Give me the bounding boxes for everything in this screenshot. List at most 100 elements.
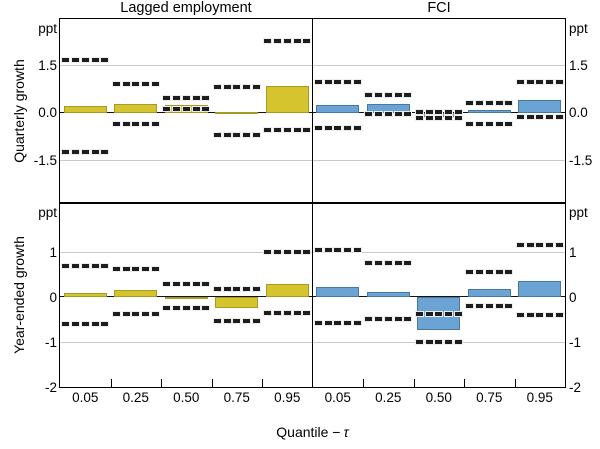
dash-segment [243, 85, 250, 90]
dash-segment [182, 282, 190, 287]
dash-segment [495, 121, 503, 126]
bar-q0.75 [467, 289, 511, 298]
dash-segment [425, 115, 433, 120]
x-axis-tick [211, 379, 213, 387]
dash-segment [526, 243, 534, 248]
dash-segment [466, 304, 474, 309]
dash-segment [213, 132, 221, 137]
dash-segment [223, 286, 231, 291]
y-tick-label: 1.5 [38, 57, 57, 73]
dash-segment [536, 243, 544, 248]
dash-segment [344, 247, 351, 252]
ci-lower-dash-q0.50 [163, 306, 210, 311]
dash-segment [435, 340, 443, 344]
dash-segment [546, 115, 553, 120]
x-tick-label: 0.50 [425, 390, 452, 405]
dash-segment [173, 107, 180, 112]
dash-segment [404, 93, 412, 98]
ci-upper-dash-q0.95 [264, 39, 311, 44]
ci-lower-dash-q0.50 [163, 107, 210, 112]
x-axis-tick [464, 379, 466, 387]
dash-segment [516, 313, 524, 318]
y-tick-label: -2 [569, 379, 582, 395]
ci-upper-dash-q0.50 [163, 95, 210, 100]
dash-segment [91, 58, 99, 63]
ci-lower-dash-q0.25 [112, 121, 159, 126]
dash-segment [415, 311, 423, 316]
dash-segment [274, 310, 281, 315]
x-tick-label: 0.25 [375, 390, 402, 405]
y-tick-label: 0 [49, 289, 57, 305]
x-tick-label: 0.75 [223, 390, 250, 405]
x-axis-tick [514, 379, 516, 387]
x-tick-label: 0.05 [324, 390, 351, 405]
dash-segment [394, 93, 402, 98]
x-tick-label: 0.95 [526, 390, 553, 405]
dash-segment [122, 266, 130, 271]
dash-segment [252, 85, 260, 90]
x-axis-tick [363, 379, 365, 387]
dash-segment [324, 126, 332, 131]
dash-segment [466, 101, 474, 106]
dash-segment [112, 82, 120, 87]
dash-segment [62, 322, 70, 327]
x-axis-tick [161, 379, 163, 387]
dash-segment [485, 304, 493, 309]
dash-segment [293, 128, 301, 133]
dash-segment [192, 95, 200, 100]
x-tick-label: 0.95 [274, 390, 301, 405]
ci-lower-dash-q0.75 [213, 132, 260, 137]
ci-lower-dash-q0.95 [516, 313, 563, 318]
ci-upper-dash-q0.75 [213, 286, 260, 291]
tau-symbol: τ [343, 424, 349, 440]
dash-segment [334, 80, 342, 85]
dash-segment [435, 311, 443, 316]
dash-segment [384, 112, 392, 117]
dash-segment [213, 318, 221, 323]
dash-segment [81, 58, 89, 63]
dash-segment [324, 247, 332, 252]
dash-segment [223, 85, 231, 90]
dash-segment [142, 82, 149, 87]
dash-segment [101, 263, 109, 268]
dash-segment [384, 316, 392, 321]
dash-segment [132, 266, 140, 271]
ci-upper-dash-q0.50 [415, 311, 462, 316]
ci-upper-dash-q0.05 [314, 247, 361, 252]
dash-segment [334, 321, 342, 326]
dash-segment [495, 304, 503, 309]
dash-segment [283, 128, 291, 133]
dash-segment [485, 270, 493, 275]
dash-segment [151, 82, 159, 87]
ci-upper-dash-q0.25 [365, 261, 412, 266]
dash-segment [274, 39, 281, 44]
dash-segment [375, 316, 382, 321]
dash-segment [223, 132, 231, 137]
dash-segment [324, 80, 332, 85]
dash-segment [555, 313, 563, 318]
dash-segment [72, 263, 79, 268]
column-title-lagged-employment: Lagged employment [120, 0, 252, 16]
dash-segment [375, 112, 382, 117]
dash-segment [213, 85, 221, 90]
dash-segment [445, 115, 452, 120]
dash-segment [303, 310, 311, 315]
dash-segment [62, 263, 70, 268]
dash-segment [81, 322, 89, 327]
dash-segment [375, 93, 382, 98]
ci-upper-dash-q0.75 [466, 270, 513, 275]
y-tick-label: 0 [569, 289, 577, 305]
ci-lower-dash-q0.05 [314, 126, 361, 131]
dash-segment [536, 313, 544, 318]
dash-segment [192, 107, 200, 112]
dash-segment [505, 270, 513, 275]
ci-lower-dash-q0.95 [516, 115, 563, 120]
dash-segment [353, 247, 361, 252]
bar-q0.05 [316, 286, 360, 298]
dash-segment [415, 340, 423, 344]
bar-q0.95 [518, 280, 562, 298]
dash-segment [182, 107, 190, 112]
y-tick-label: -2 [44, 379, 57, 395]
dash-segment [375, 261, 382, 266]
dash-segment [445, 340, 452, 344]
